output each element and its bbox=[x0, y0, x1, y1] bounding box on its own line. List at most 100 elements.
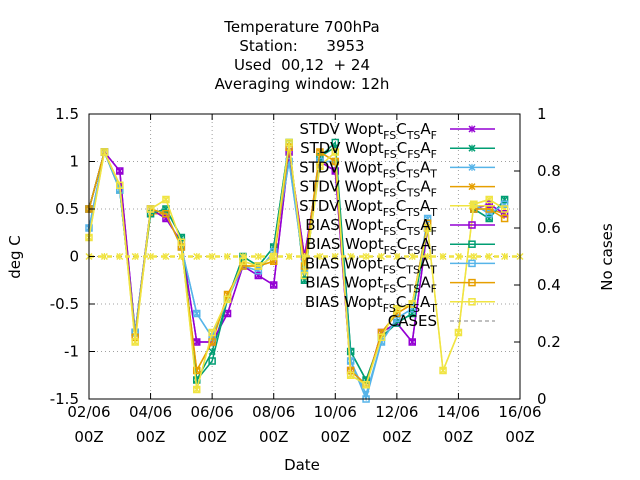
point-marker bbox=[485, 252, 493, 261]
point-marker bbox=[300, 271, 309, 280]
x-tick-label: 00Z bbox=[321, 428, 350, 446]
point-marker bbox=[147, 252, 155, 261]
point-marker bbox=[468, 163, 476, 171]
point-marker bbox=[423, 224, 432, 232]
y2-tick-label: 0 bbox=[537, 390, 547, 408]
y-tick-label: 0 bbox=[69, 248, 79, 266]
legend-entry: CASES bbox=[388, 312, 495, 330]
point-marker bbox=[177, 238, 186, 246]
series-stdv bbox=[85, 148, 509, 398]
series-bias bbox=[85, 138, 509, 394]
point-marker bbox=[377, 252, 385, 261]
y2-tick-label: 0.4 bbox=[537, 276, 561, 294]
y2-axis-label: No cases bbox=[598, 223, 616, 291]
y2-tick-label: 0.8 bbox=[537, 162, 561, 180]
point-marker bbox=[116, 181, 124, 189]
x-axis-label: Date bbox=[284, 456, 320, 474]
point-marker bbox=[454, 328, 463, 337]
point-marker bbox=[269, 281, 278, 289]
point-marker bbox=[100, 252, 108, 261]
title-line: Temperature 700hPa bbox=[223, 18, 380, 36]
y2-tick-label: 1 bbox=[537, 105, 547, 123]
legend-label: STDV WoptFSCFSAF bbox=[300, 139, 437, 161]
point-marker bbox=[300, 276, 309, 284]
series-line bbox=[88, 142, 506, 390]
y2-tick-label: 0.2 bbox=[537, 333, 561, 351]
legend-label: BIAS WoptFSCTSAF bbox=[305, 274, 437, 296]
series-bias bbox=[85, 148, 509, 403]
title-line: Station: 3953 bbox=[239, 37, 364, 55]
point-marker bbox=[193, 252, 201, 261]
point-marker bbox=[131, 338, 139, 346]
legend-label: BIAS WoptFSCTSAT bbox=[305, 254, 437, 276]
series-line bbox=[473, 208, 506, 220]
x-tick-label: 14/06 bbox=[437, 403, 480, 421]
x-tick-label: 00Z bbox=[74, 428, 103, 446]
series-line bbox=[88, 142, 506, 390]
point-marker bbox=[285, 138, 293, 147]
legend-entry: STDV WoptFSCTSAT bbox=[299, 158, 495, 180]
legend-entry: BIAS WoptFSCTSAT bbox=[305, 293, 495, 315]
legend-label: BIAS WoptFSCTSAT bbox=[305, 293, 437, 315]
legend-entry: BIAS WoptFSCTSAF bbox=[305, 274, 495, 296]
point-marker bbox=[501, 252, 509, 261]
point-marker bbox=[485, 195, 493, 204]
point-marker bbox=[439, 252, 447, 261]
point-marker bbox=[377, 333, 386, 341]
point-marker bbox=[393, 305, 401, 313]
point-marker bbox=[116, 252, 124, 261]
point-marker bbox=[468, 259, 476, 268]
point-marker bbox=[162, 210, 170, 218]
point-marker bbox=[408, 252, 416, 261]
point-marker bbox=[193, 385, 201, 394]
x-tick-label: 02/06 bbox=[67, 403, 110, 421]
point-marker bbox=[193, 366, 201, 375]
x-tick-label: 12/06 bbox=[375, 403, 418, 421]
point-marker bbox=[208, 252, 216, 261]
point-marker bbox=[162, 252, 170, 261]
point-marker bbox=[270, 252, 278, 261]
point-marker bbox=[300, 252, 309, 261]
point-marker bbox=[162, 195, 170, 204]
point-marker bbox=[485, 214, 493, 223]
point-marker bbox=[193, 309, 201, 318]
point-marker bbox=[208, 328, 216, 337]
point-marker bbox=[393, 252, 401, 261]
y-tick-label: -0.5 bbox=[50, 295, 79, 313]
point-marker bbox=[116, 167, 124, 175]
point-marker bbox=[347, 252, 355, 261]
point-marker bbox=[485, 200, 493, 208]
point-marker bbox=[100, 148, 109, 156]
legend-label: STDV WoptFSCTSAF bbox=[300, 178, 437, 200]
x-tick-label: 16/06 bbox=[498, 403, 541, 421]
x-tick-label: 08/06 bbox=[252, 403, 295, 421]
point-marker bbox=[208, 357, 216, 365]
legend-entry: BIAS WoptFSCFSAF bbox=[306, 235, 495, 257]
series-line bbox=[473, 203, 506, 215]
point-marker bbox=[254, 267, 263, 275]
point-marker bbox=[485, 210, 493, 218]
point-marker bbox=[408, 309, 416, 318]
legend-label: STDV WoptFSCTSAT bbox=[299, 158, 437, 180]
point-marker bbox=[468, 298, 476, 306]
series-stdv bbox=[85, 138, 509, 394]
series-layer bbox=[85, 138, 524, 403]
legend-entry: STDV WoptFSCFSAF bbox=[300, 139, 495, 161]
point-marker bbox=[408, 300, 416, 308]
point-marker bbox=[500, 214, 509, 223]
point-marker bbox=[331, 148, 340, 156]
axes: 1.5 1 0.5 0 -0.5 -1 -1.5 1 0.8 0.6 0.4 0.2 0 02/06 00Z… bbox=[6, 105, 616, 474]
x-tick-label: 00Z bbox=[382, 428, 411, 446]
x-tick-label: 00Z bbox=[197, 428, 226, 446]
point-marker bbox=[424, 252, 432, 261]
legend-label: STDV WoptFSCTSAT bbox=[299, 197, 437, 219]
y2-tick-label: 0.6 bbox=[537, 219, 561, 237]
point-marker bbox=[468, 202, 476, 210]
y-tick-label: 1 bbox=[69, 153, 79, 171]
point-marker bbox=[331, 138, 340, 147]
y-tick-label: 1.5 bbox=[55, 105, 79, 123]
legend-entry: BIAS WoptFSCTSAF bbox=[305, 216, 495, 238]
legend-entry: STDV WoptFSCTSAT bbox=[299, 197, 495, 219]
